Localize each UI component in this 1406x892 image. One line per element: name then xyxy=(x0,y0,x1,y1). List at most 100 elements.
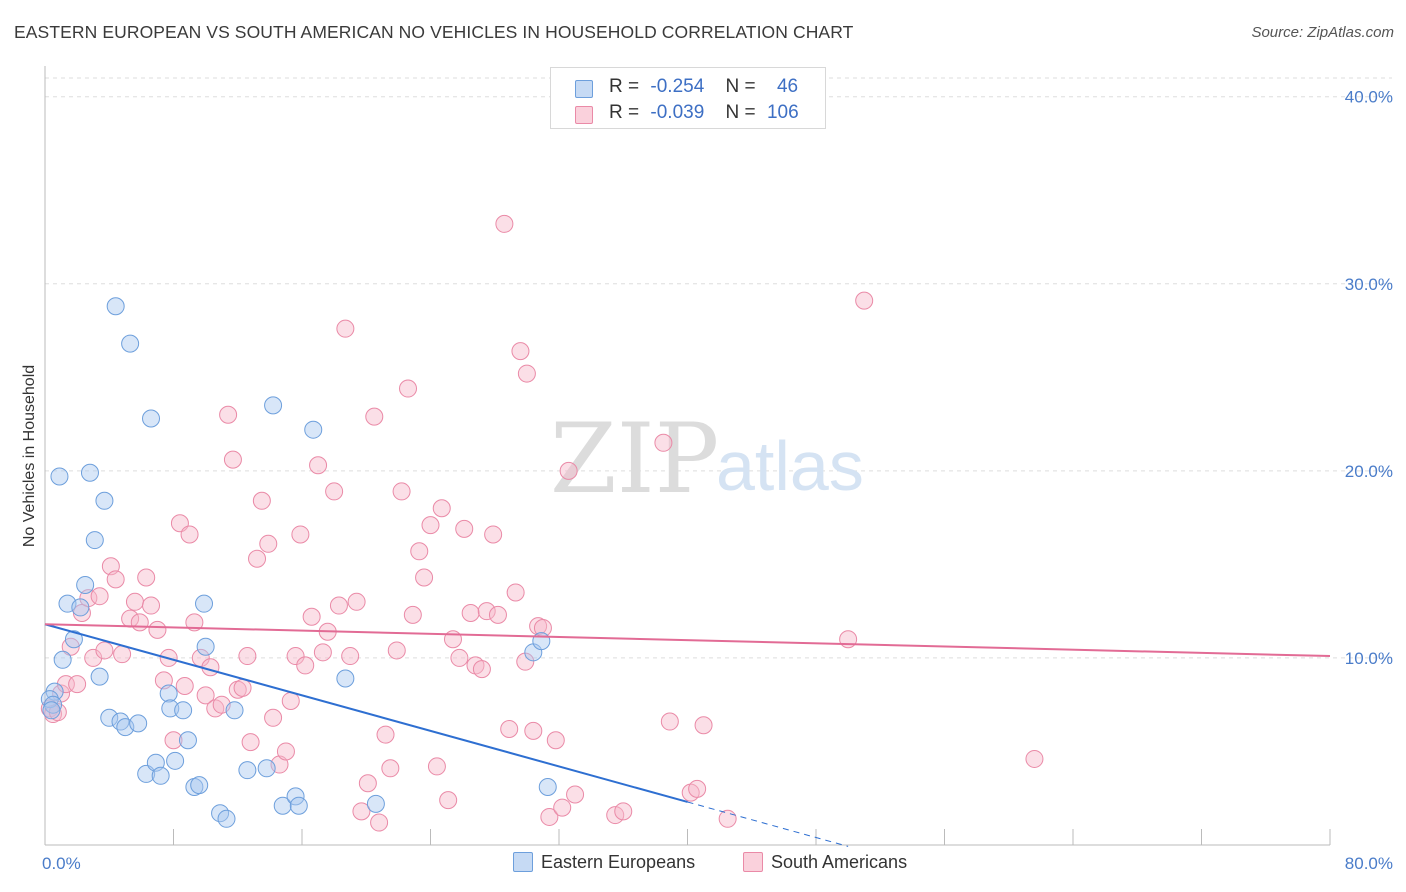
legend-swatch-blue xyxy=(575,80,593,98)
south-americans-point xyxy=(718,809,737,828)
south-americans-point xyxy=(281,691,300,710)
south-americans-point xyxy=(352,802,371,821)
chart-title: EASTERN EUROPEAN VS SOUTH AMERICAN NO VE… xyxy=(14,22,854,42)
south-americans-point xyxy=(688,779,707,798)
eastern-europeans-point xyxy=(304,420,323,439)
south-americans-point xyxy=(276,742,295,761)
eastern-europeans-point xyxy=(178,731,197,750)
eastern-europeans-point xyxy=(111,712,130,731)
bottom-legend-label: Eastern Europeans xyxy=(541,852,696,872)
south-americans-point xyxy=(252,491,271,510)
x-tick-label: 80.0% xyxy=(1345,854,1393,873)
south-americans-point xyxy=(95,641,114,660)
eastern-europeans-point xyxy=(76,575,95,594)
south-americans-point xyxy=(410,542,429,561)
south-americans-point xyxy=(855,291,874,310)
south-americans-point xyxy=(517,364,536,383)
south-americans-point xyxy=(654,433,673,452)
south-americans-point xyxy=(553,798,572,817)
south-americans-point xyxy=(238,647,257,666)
eastern-europeans-point xyxy=(85,531,104,550)
south-americans-point xyxy=(142,596,161,615)
x-tick-label: 0.0% xyxy=(42,854,81,873)
eastern-europeans-point xyxy=(190,776,209,795)
bottom-legend-label: South Americans xyxy=(771,852,908,872)
eastern-europeans-point xyxy=(273,796,292,815)
legend-n-value: 106 xyxy=(766,102,799,123)
south-americans-point xyxy=(358,774,377,793)
south-americans-point xyxy=(506,583,525,602)
south-americans-point xyxy=(495,214,514,233)
legend-r-label: R = xyxy=(609,102,640,123)
trend-lines xyxy=(44,623,1331,847)
eastern-europeans-point xyxy=(151,766,170,785)
eastern-europeans-trend-extension xyxy=(687,801,849,847)
eastern-europeans-point xyxy=(196,637,215,656)
south-americans-point xyxy=(472,660,491,679)
eastern-europeans-point xyxy=(336,669,355,688)
eastern-europeans-point xyxy=(42,701,61,720)
south-americans-point xyxy=(546,731,565,750)
south-americans-point xyxy=(455,519,474,538)
south-americans-point xyxy=(524,721,543,740)
y-tick-label: 20.0% xyxy=(1345,462,1393,481)
south-americans-point xyxy=(68,675,87,694)
south-americans-point xyxy=(336,319,355,338)
correlation-legend: R = -0.254 N = 46 R = -0.039 N = 106 xyxy=(550,67,826,129)
south-americans-point xyxy=(559,461,578,480)
south-americans-point xyxy=(694,716,713,735)
south-americans-point xyxy=(223,450,242,469)
eastern-europeans-point xyxy=(286,787,305,806)
south-americans-point xyxy=(201,658,220,677)
south-americans-point xyxy=(219,405,238,424)
south-americans-point xyxy=(341,647,360,666)
y-axis-label: No Vehicles in Household xyxy=(21,365,38,547)
south-americans-point xyxy=(415,568,434,587)
south-americans-point xyxy=(660,712,679,731)
legend-swatch-pink xyxy=(575,106,593,124)
south-americans-point xyxy=(614,802,633,821)
eastern-europeans-point xyxy=(217,809,236,828)
south-americans-point xyxy=(392,482,411,501)
south-americans-point xyxy=(484,525,503,544)
legend-text: R = -0.254 N = 46 xyxy=(609,76,798,98)
south-americans-point xyxy=(148,620,167,639)
south-americans-point xyxy=(286,647,305,666)
south-americans-point xyxy=(313,643,332,662)
eastern-europeans-point xyxy=(53,650,72,669)
south-americans-point xyxy=(90,587,109,606)
south-americans-point xyxy=(241,733,260,752)
legend-n-label: N = xyxy=(725,76,756,97)
south-americans-trend-line xyxy=(44,623,1331,658)
south-americans-point xyxy=(296,656,315,675)
legend-n-value: 46 xyxy=(776,76,799,97)
legend-r-value: -0.254 xyxy=(650,76,705,97)
eastern-europeans-trend-line xyxy=(44,623,688,803)
south-americans-point xyxy=(439,791,458,810)
south-americans-point xyxy=(365,407,384,426)
south-americans-point xyxy=(248,549,267,568)
south-americans-point xyxy=(185,613,204,632)
bottom-legend-south-americans: South Americans xyxy=(743,852,907,873)
watermark-zip: ZIP xyxy=(550,403,719,515)
south-americans-point xyxy=(387,641,406,660)
eastern-europeans-point xyxy=(40,690,59,709)
south-americans-point xyxy=(511,342,530,361)
eastern-europeans-point xyxy=(366,794,385,813)
eastern-europeans-point xyxy=(142,409,161,428)
eastern-europeans-point xyxy=(90,667,109,686)
bottom-legend-swatch-blue xyxy=(513,852,533,872)
y-tick-label: 40.0% xyxy=(1345,88,1393,107)
south-americans-point xyxy=(1025,749,1044,768)
eastern-europeans-point xyxy=(195,594,214,613)
south-americans-point xyxy=(540,807,559,826)
south-americans-point xyxy=(566,785,585,804)
south-americans-point xyxy=(403,605,422,624)
eastern-europeans-point xyxy=(174,701,193,720)
source-credit: Source: ZipAtlas.com xyxy=(1251,24,1394,41)
south-americans-point xyxy=(399,379,418,398)
south-americans-point xyxy=(488,605,507,624)
eastern-europeans-point xyxy=(80,463,99,482)
south-americans-point xyxy=(477,602,496,621)
